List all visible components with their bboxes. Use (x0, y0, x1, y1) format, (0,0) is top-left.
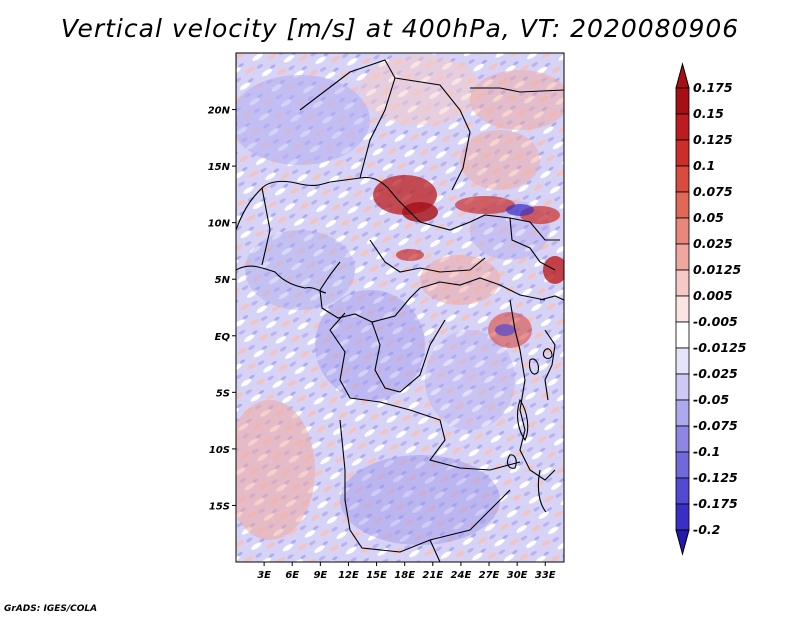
colorbar-swatch (675, 269, 690, 297)
colorbar-label: 0.15 (693, 106, 724, 121)
x-tick-label: 33E (535, 570, 556, 581)
colorbar-label: 0.0125 (693, 262, 742, 277)
colorbar-swatch (675, 165, 690, 193)
y-tick-label: 15N (208, 162, 231, 173)
colorbar-label: -0.1 (693, 444, 720, 459)
colorbar-bottom-arrow (675, 529, 690, 556)
vertical-velocity-field (236, 53, 564, 562)
colorbar-swatch (675, 451, 690, 479)
colorbar-label: 0.1 (693, 158, 715, 173)
colorbar-label: 0.05 (693, 210, 724, 225)
y-tick-label: EQ (215, 332, 231, 343)
colorbar-swatch (675, 217, 690, 245)
y-tick-label: 5S (216, 388, 230, 399)
latitude-axis: 20N 15N 10N 5N EQ 5S 10S 15S (208, 106, 236, 512)
country-borders (236, 53, 564, 562)
colorbar-label: -0.175 (693, 496, 738, 511)
colorbar-label: -0.075 (693, 418, 738, 433)
colorbar-swatch (675, 243, 690, 271)
x-tick-label: 3E (257, 570, 271, 581)
x-tick-label: 21E (422, 570, 443, 581)
x-tick-label: 9E (313, 570, 327, 581)
y-tick-label: 10S (209, 445, 230, 456)
colorbar-label: 0.075 (693, 184, 733, 199)
y-tick-label: 20N (208, 106, 231, 117)
colorbar: 0.175 0.15 0.125 0.1 0.075 0.05 0.025 0.0125 0.0… (675, 62, 747, 556)
colorbar-label: -0.05 (693, 392, 729, 407)
colorbar-label: -0.0125 (693, 340, 747, 355)
colorbar-label: 0.005 (693, 288, 733, 303)
x-tick-label: 15E (366, 570, 387, 581)
y-tick-label: 10N (208, 219, 231, 230)
colorbar-swatch (675, 477, 690, 505)
colorbar-swatch (675, 295, 690, 323)
x-tick-label: 30E (507, 570, 528, 581)
colorbar-swatch (675, 425, 690, 453)
colorbar-swatch (675, 87, 690, 115)
colorbar-label: -0.005 (693, 314, 738, 329)
x-tick-label: 12E (338, 570, 359, 581)
colorbar-label: 0.025 (693, 236, 733, 251)
colorbar-label: -0.2 (693, 522, 720, 537)
colorbar-swatch (675, 191, 690, 219)
x-tick-label: 6E (285, 570, 299, 581)
grads-credit: GrADS: IGES/COLA (4, 604, 98, 614)
colorbar-label: 0.125 (693, 132, 733, 147)
colorbar-swatch (675, 321, 690, 349)
x-tick-label: 18E (394, 570, 415, 581)
colorbar-swatch (675, 373, 690, 401)
colorbar-swatch (675, 503, 690, 531)
chart-title: Vertical velocity [m/s] at 400hPa, VT: 2… (60, 14, 740, 43)
y-tick-label: 15S (209, 501, 230, 512)
colorbar-swatch (675, 347, 690, 375)
colorbar-label: 0.175 (693, 80, 733, 95)
colorbar-label: -0.025 (693, 366, 738, 381)
longitude-axis: 3E 6E 9E 12E 15E 18E 21E 24E 27E 30E 33E (257, 562, 556, 581)
colorbar-swatch (675, 139, 690, 167)
x-tick-label: 24E (451, 570, 472, 581)
colorbar-label: -0.125 (693, 470, 738, 485)
y-tick-label: 5N (215, 275, 231, 286)
map-frame (235, 52, 565, 563)
lakes (506, 348, 553, 513)
colorbar-top-arrow (675, 62, 690, 89)
colorbar-swatch (675, 113, 690, 141)
colorbar-swatch (675, 399, 690, 427)
x-tick-label: 27E (479, 570, 500, 581)
